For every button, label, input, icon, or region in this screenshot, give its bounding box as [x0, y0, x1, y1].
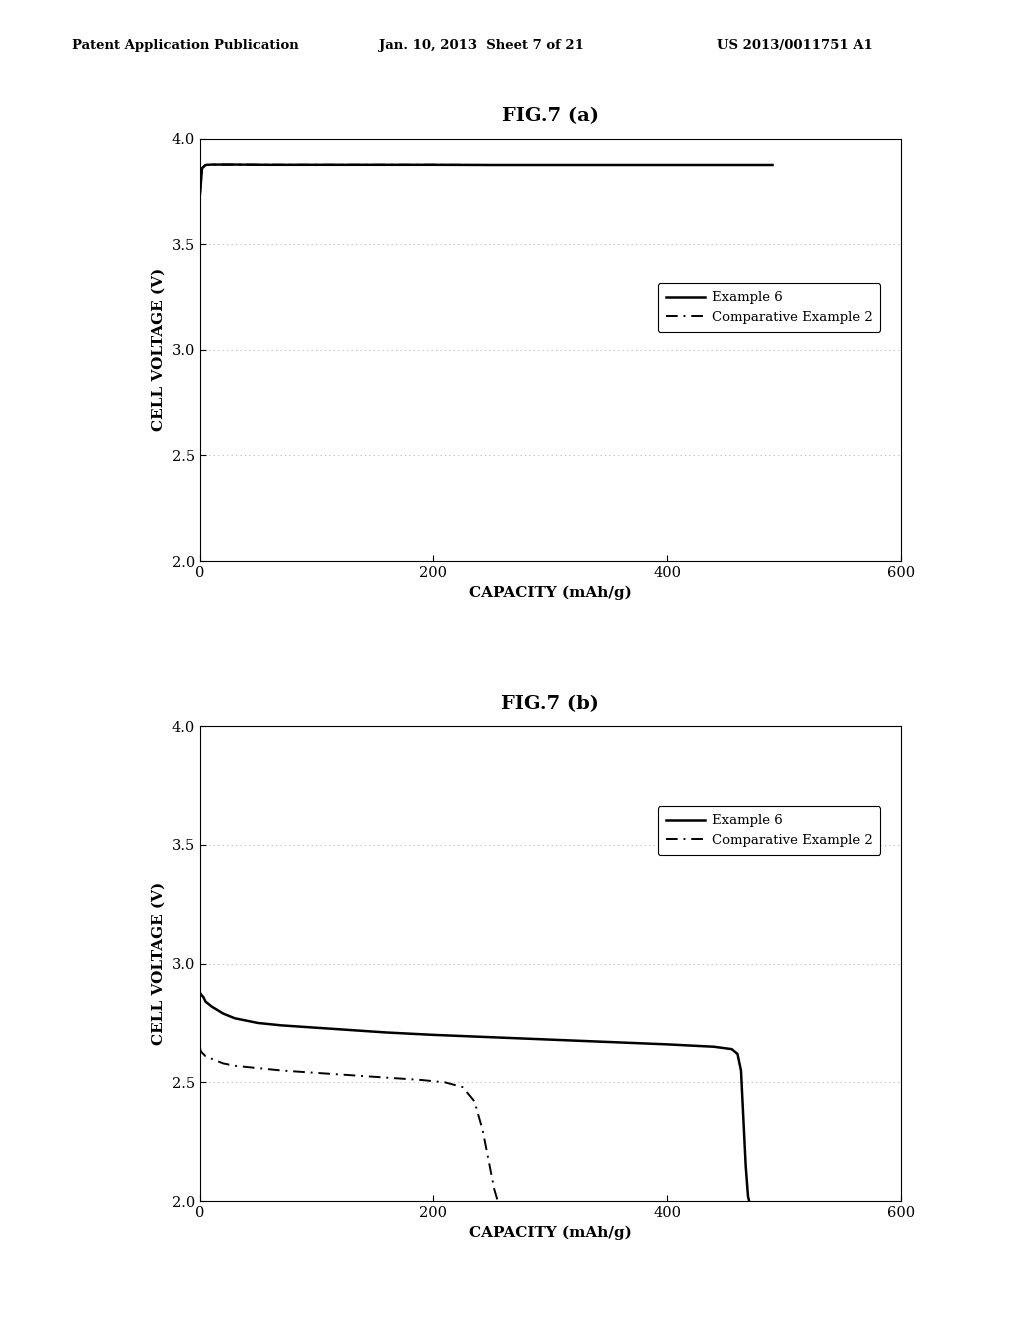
Line: Comparative Example 2: Comparative Example 2	[200, 1047, 498, 1201]
Comparative Example 2	[200, 1048, 212, 1064]
Comparative Example 2	[275, 1063, 288, 1078]
Example 6	[603, 157, 615, 173]
Comparative Example 2	[488, 1181, 501, 1197]
Example 6	[228, 157, 241, 173]
Text: Jan. 10, 2013  Sheet 7 of 21: Jan. 10, 2013 Sheet 7 of 21	[379, 38, 584, 51]
Line: Example 6: Example 6	[200, 165, 772, 198]
Comparative Example 2	[381, 1069, 393, 1085]
Example 6	[197, 989, 209, 1005]
Example 6	[427, 1027, 439, 1043]
Example 6	[217, 1006, 229, 1022]
Comparative Example 2	[439, 1074, 452, 1090]
Example 6	[345, 1022, 357, 1038]
Text: US 2013/0011751 A1: US 2013/0011751 A1	[717, 38, 872, 51]
Text: FIG.7 (a): FIG.7 (a)	[502, 107, 599, 125]
Example 6	[720, 157, 732, 173]
X-axis label: CAPACITY (mAh/g): CAPACITY (mAh/g)	[469, 1225, 632, 1239]
Example 6	[708, 1039, 720, 1055]
Example 6	[310, 1020, 323, 1036]
Comparative Example 2	[468, 1093, 480, 1109]
Comparative Example 2	[369, 157, 381, 173]
Comparative Example 2	[195, 1044, 207, 1060]
Line: Example 6: Example 6	[200, 993, 750, 1201]
Example 6	[310, 157, 323, 173]
Example 6	[766, 157, 778, 173]
Comparative Example 2	[197, 1045, 209, 1061]
Y-axis label: CELL VOLTAGE (V): CELL VOLTAGE (V)	[152, 268, 166, 432]
Comparative Example 2	[194, 190, 206, 206]
Text: Patent Application Publication: Patent Application Publication	[72, 38, 298, 51]
Example 6	[545, 1032, 557, 1048]
Comparative Example 2	[252, 1060, 264, 1076]
Example 6	[194, 190, 206, 206]
Example 6	[603, 1034, 615, 1049]
Example 6	[200, 994, 212, 1010]
Comparative Example 2	[766, 157, 778, 173]
Text: FIG.7 (b): FIG.7 (b)	[502, 694, 599, 713]
Comparative Example 2	[228, 157, 241, 173]
Comparative Example 2	[476, 1122, 488, 1138]
Comparative Example 2	[457, 1080, 469, 1096]
Comparative Example 2	[545, 157, 557, 173]
Example 6	[741, 1188, 754, 1204]
Comparative Example 2	[194, 1039, 206, 1055]
Example 6	[737, 1110, 750, 1126]
Example 6	[427, 157, 439, 173]
Example 6	[545, 157, 557, 173]
Example 6	[252, 1015, 264, 1031]
Example 6	[369, 157, 381, 173]
Example 6	[485, 157, 498, 173]
Example 6	[381, 1024, 393, 1040]
Comparative Example 2	[603, 157, 615, 173]
Comparative Example 2	[205, 1051, 217, 1067]
Example 6	[195, 986, 207, 1002]
Comparative Example 2	[217, 1056, 229, 1072]
Comparative Example 2	[310, 157, 323, 173]
Example 6	[205, 157, 217, 173]
Comparative Example 2	[492, 1193, 504, 1209]
Comparative Example 2	[662, 157, 674, 173]
Comparative Example 2	[483, 1158, 496, 1173]
Y-axis label: CELL VOLTAGE (V): CELL VOLTAGE (V)	[152, 882, 166, 1045]
Comparative Example 2	[205, 157, 217, 173]
Example 6	[194, 985, 206, 1001]
Comparative Example 2	[310, 1065, 323, 1081]
Legend: Example 6, Comparative Example 2: Example 6, Comparative Example 2	[657, 284, 881, 331]
Example 6	[264, 157, 276, 173]
Comparative Example 2	[720, 157, 732, 173]
Comparative Example 2	[228, 1057, 241, 1073]
Example 6	[662, 1036, 674, 1052]
Comparative Example 2	[416, 1072, 428, 1088]
Comparative Example 2	[264, 157, 276, 173]
X-axis label: CAPACITY (mAh/g): CAPACITY (mAh/g)	[469, 585, 632, 599]
Comparative Example 2	[196, 160, 208, 176]
Comparative Example 2	[345, 1068, 357, 1084]
Line: Comparative Example 2: Comparative Example 2	[200, 165, 772, 198]
Example 6	[725, 1041, 737, 1057]
Comparative Example 2	[200, 157, 212, 173]
Legend: Example 6, Comparative Example 2: Example 6, Comparative Example 2	[657, 807, 881, 855]
Example 6	[731, 1045, 743, 1061]
Example 6	[662, 157, 674, 173]
Comparative Example 2	[485, 157, 498, 173]
Comparative Example 2	[427, 157, 439, 173]
Example 6	[739, 1158, 752, 1173]
Example 6	[485, 1030, 498, 1045]
Example 6	[196, 160, 208, 176]
Example 6	[735, 1063, 748, 1078]
Example 6	[228, 1010, 241, 1026]
Example 6	[743, 1193, 756, 1209]
Example 6	[200, 157, 212, 173]
Example 6	[205, 998, 217, 1014]
Example 6	[275, 1018, 288, 1034]
